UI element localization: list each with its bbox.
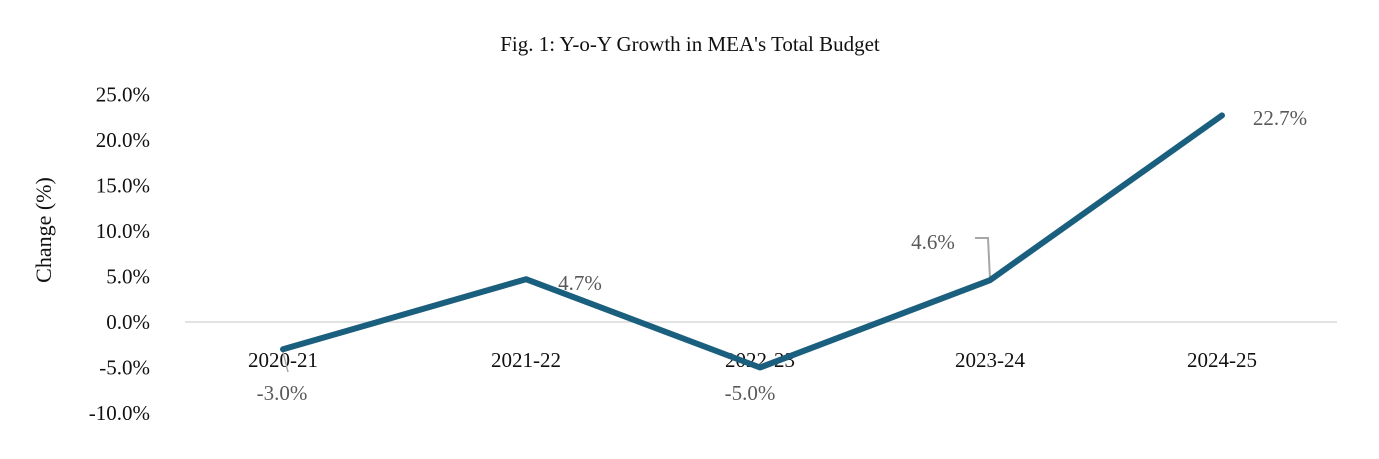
y-tick-label: 25.0% [96, 83, 150, 107]
y-tick-label: 20.0% [96, 128, 150, 152]
y-tick-label: 15.0% [96, 174, 150, 198]
y-tick-label: 5.0% [106, 265, 150, 289]
x-tick-label: 2023-24 [955, 348, 1025, 372]
y-axis-label: Change (%) [31, 177, 56, 283]
x-tick-label: 2024-25 [1187, 348, 1257, 372]
leader-line [975, 238, 990, 279]
data-label: -5.0% [725, 381, 776, 405]
data-label: 22.7% [1253, 106, 1307, 130]
data-label: 4.7% [558, 271, 602, 295]
data-label: -3.0% [257, 381, 308, 405]
data-label: 4.6% [911, 230, 955, 254]
y-tick-label: -5.0% [99, 356, 150, 380]
x-tick-label: 2021-22 [491, 348, 561, 372]
series-line [283, 115, 1222, 367]
y-tick-label: 10.0% [96, 219, 150, 243]
y-tick-label: 0.0% [106, 310, 150, 334]
chart-title: Fig. 1: Y-o-Y Growth in MEA's Total Budg… [500, 32, 880, 56]
y-tick-label: -10.0% [89, 401, 150, 425]
